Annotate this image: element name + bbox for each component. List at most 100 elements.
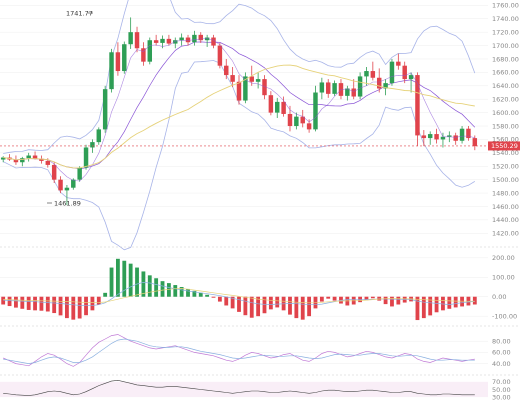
candle-body: [466, 128, 471, 139]
candle-body: [313, 92, 318, 130]
candle-body: [472, 138, 478, 147]
macd-bar: [122, 260, 127, 297]
current-price-label: 1550.29: [491, 142, 518, 150]
candle-body: [268, 95, 274, 113]
macd-bar: [428, 296, 433, 316]
candle-body: [230, 75, 235, 82]
macd-bar: [166, 283, 171, 297]
candle-body: [71, 179, 76, 188]
macd-bar: [268, 296, 273, 310]
candle-body: [58, 179, 63, 191]
macd-bar: [243, 296, 248, 316]
candle-body: [453, 135, 458, 141]
candle-body: [275, 101, 280, 113]
macd-bar: [453, 296, 458, 308]
bollinger-upper: [3, 0, 476, 154]
macd-bar: [141, 271, 146, 297]
rsi-line: [3, 379, 475, 396]
macd-tick-label: -100.00: [492, 312, 517, 320]
price-tick-label: 1420.00: [492, 230, 519, 238]
rsi-tick-label: 70.00: [492, 378, 511, 386]
candle-body: [128, 32, 133, 45]
candle-body: [459, 128, 465, 141]
candle-body: [39, 158, 44, 161]
macd-bar: [7, 296, 12, 307]
price-tick-label: 1700.00: [492, 42, 519, 50]
macd-bar: [441, 296, 445, 311]
high-annotation: 1741.77: [66, 10, 93, 18]
candle-body: [0, 157, 6, 160]
macd-bar: [186, 288, 190, 297]
candle-body: [204, 37, 210, 41]
kdj-tick-label: 60.00: [492, 349, 511, 357]
candle-body: [415, 75, 420, 136]
candle-body: [434, 134, 439, 140]
macd-bar: [77, 296, 82, 319]
macd-bar: [300, 296, 305, 320]
candle-body: [376, 77, 382, 89]
low-annotation: 1461.89: [54, 200, 81, 208]
price-tick-label: 1520.00: [492, 163, 519, 171]
candle-body: [345, 88, 350, 96]
candle-body: [134, 32, 140, 49]
candle-body: [77, 167, 82, 180]
macd-bar: [421, 296, 426, 319]
price-tick-label: 1580.00: [492, 122, 519, 130]
macd-bar: [332, 296, 337, 301]
candle-body: [351, 88, 356, 97]
candle-body: [122, 44, 127, 72]
candle-body: [192, 34, 197, 43]
macd-bar: [434, 296, 439, 313]
rsi-tick-label: 30.00: [492, 393, 511, 400]
kdj-panel: 80.00 60.00 40.00: [0, 334, 511, 368]
macd-bar: [205, 294, 210, 297]
macd-tick-label: 200.00: [492, 254, 515, 262]
macd-bar: [26, 296, 31, 310]
price-panel: 1760.00 1740.00 1720.00 1700.00 1680.00 1660.…: [0, 0, 520, 251]
candle-body: [383, 83, 388, 89]
candle-body: [102, 89, 108, 130]
macd-panel: 200.00 100.00 0.00 -100.00: [0, 254, 517, 320]
macd-bar: [415, 296, 420, 321]
candle-body: [26, 155, 31, 159]
bollinger-middle: [3, 41, 476, 170]
candle-body: [13, 159, 19, 163]
candle-body: [396, 61, 401, 66]
macd-bar: [294, 296, 299, 319]
macd-bar: [390, 296, 394, 307]
macd-bar: [90, 296, 95, 311]
candle-body: [141, 48, 146, 62]
macd-bar: [288, 296, 292, 315]
candle-body: [211, 37, 216, 46]
price-tick-label: 1460.00: [492, 203, 519, 211]
price-tick-label: 1440.00: [492, 216, 519, 224]
macd-bar: [447, 296, 452, 309]
macd-bar: [460, 296, 464, 307]
candle-body: [185, 37, 191, 43]
ma-long-line: [3, 64, 475, 169]
price-tick-label: 1540.00: [492, 149, 519, 157]
macd-bar: [135, 267, 139, 297]
macd-bar: [383, 296, 388, 305]
macd-bar: [103, 292, 108, 297]
kdj-line: [3, 334, 475, 367]
macd-bar: [217, 296, 222, 302]
candle-body: [198, 34, 203, 41]
candle-body: [249, 76, 254, 82]
price-tick-label: 1500.00: [492, 176, 519, 184]
macd-bar: [364, 296, 369, 301]
macd-bar: [307, 296, 312, 317]
kdj-tick-label: 40.00: [492, 360, 511, 368]
macd-bar: [173, 285, 178, 297]
macd-bar: [230, 296, 235, 309]
macd-tick-label: 100.00: [492, 274, 515, 282]
candle-body: [173, 40, 178, 44]
macd-bar: [128, 263, 133, 297]
candle-body: [262, 79, 267, 96]
price-tick-label: 1480.00: [492, 189, 519, 197]
candle-body: [243, 76, 248, 101]
macd-bar: [319, 296, 324, 302]
candle-body: [440, 136, 446, 140]
